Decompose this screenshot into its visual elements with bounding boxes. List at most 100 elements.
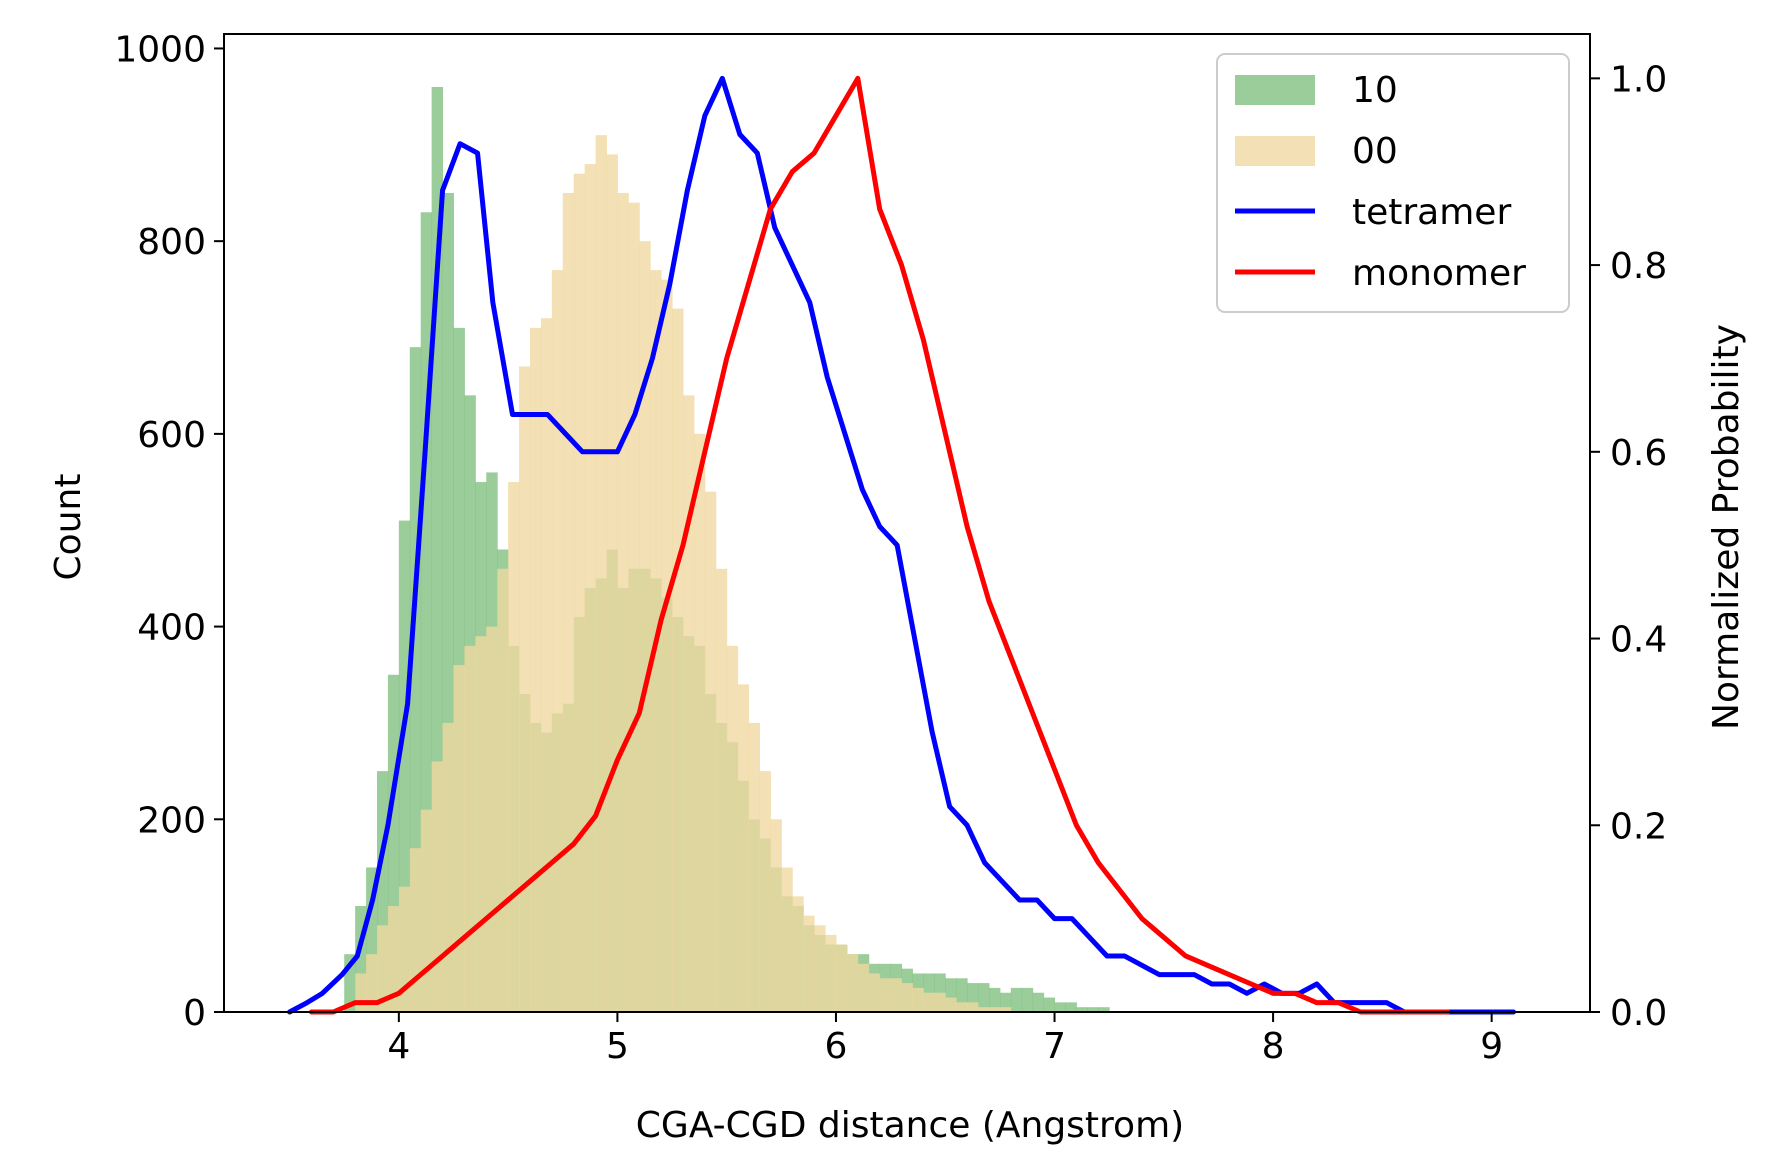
histogram-bar-00 — [497, 568, 509, 1012]
histogram-bar-00 — [923, 992, 935, 1012]
histogram-bar-00 — [606, 154, 618, 1012]
histogram-bar-00 — [792, 896, 804, 1012]
histogram-bar-00 — [945, 997, 957, 1012]
x-tick-label: 5 — [606, 1026, 629, 1067]
y2-tick-label: 0.0 — [1610, 993, 1667, 1034]
histogram-bar-10 — [387, 674, 400, 1012]
histogram-bar-10 — [1087, 1007, 1099, 1012]
histogram-bar-00 — [879, 978, 892, 1012]
y2-tick-label: 1.0 — [1610, 59, 1667, 100]
histogram-bar-10 — [431, 87, 444, 1012]
x-tick-label: 8 — [1262, 1026, 1285, 1067]
histogram-bar-10 — [420, 212, 433, 1012]
histogram-bar-10 — [1032, 992, 1045, 1012]
y-axis-ticks: 0 200 400 600 800 1000 — [114, 29, 224, 1034]
histogram-bars — [344, 87, 1110, 1013]
y-tick-label: 1000 — [114, 29, 206, 70]
histogram-bar-00 — [551, 270, 564, 1012]
histogram-bar-10 — [398, 520, 411, 1012]
histogram-bar-00 — [825, 934, 837, 1012]
histogram-bar-10 — [988, 987, 1001, 1012]
histogram-bar-00 — [672, 308, 684, 1012]
histogram-bar-00 — [562, 192, 575, 1013]
histogram-bar-00 — [901, 983, 913, 1012]
histogram-bar-00 — [693, 433, 706, 1012]
histogram-bar-00 — [573, 173, 586, 1012]
histogram-bar-10 — [1098, 1007, 1110, 1012]
histogram-bar-10 — [1054, 1002, 1066, 1012]
y2-tick-label: 0.2 — [1610, 806, 1667, 847]
histogram-bar-00 — [584, 164, 597, 1012]
legend-label-tetramer: tetramer — [1352, 192, 1511, 233]
y-axis-label: Count — [48, 474, 89, 581]
histogram-bar-00 — [956, 1002, 968, 1012]
histogram-bar-00 — [682, 395, 695, 1013]
x-tick-label: 4 — [387, 1026, 410, 1067]
histogram-bar-10 — [1076, 1007, 1088, 1012]
histogram-bar-00 — [409, 848, 422, 1012]
histogram-bar-10 — [355, 906, 367, 1012]
histogram-bar-10 — [1021, 987, 1034, 1012]
histogram-bar-00 — [639, 241, 651, 1012]
plot-frame — [223, 33, 1591, 1013]
histogram-bar-00 — [759, 771, 771, 1012]
x-tick-label: 9 — [1480, 1026, 1503, 1067]
histogram-bar-00 — [661, 279, 673, 1012]
legend-box — [1216, 53, 1570, 313]
histogram-bar-00 — [704, 491, 717, 1012]
histogram-bar-00 — [890, 978, 903, 1012]
histogram-bar-00 — [726, 645, 739, 1012]
histogram-bar-10 — [1010, 987, 1023, 1012]
y2-tick-label: 0.4 — [1610, 620, 1667, 661]
histogram-bar-10 — [956, 978, 968, 1012]
series-line-monomer — [308, 75, 1451, 1015]
histogram-bar-10 — [366, 867, 378, 1012]
histogram-bar-00 — [431, 761, 444, 1012]
y-tick-label: 800 — [137, 222, 206, 263]
histogram-bar-00 — [814, 925, 826, 1012]
histogram-bar-00 — [934, 992, 946, 1012]
histogram-bar-00 — [366, 954, 378, 1012]
histogram-bar-00 — [420, 809, 433, 1012]
histogram-bar-00 — [617, 192, 629, 1013]
histogram-bar-00 — [781, 867, 793, 1012]
histogram-bar-00 — [376, 925, 389, 1012]
histogram-bar-10 — [442, 192, 454, 1013]
histogram-bar-00 — [835, 944, 848, 1012]
legend: 10 00 tetramer monomer — [1216, 53, 1570, 313]
histogram-bar-00 — [912, 987, 924, 1012]
legend-swatch-10 — [1235, 75, 1315, 105]
histogram-bar-10 — [967, 983, 979, 1012]
x-tick-label: 7 — [1043, 1026, 1066, 1067]
y2-tick-label: 0.6 — [1610, 433, 1667, 474]
histogram-bar-10 — [1065, 1002, 1077, 1012]
histogram-bar-00 — [540, 318, 553, 1012]
histogram-bar-10 — [376, 771, 389, 1012]
histogram-bar-00 — [398, 886, 411, 1012]
legend-label-monomer: monomer — [1352, 253, 1526, 294]
line-series — [287, 75, 1516, 1015]
histogram-bar-00 — [595, 135, 607, 1013]
histogram-bar-00 — [442, 722, 454, 1012]
histogram-bar-10 — [978, 983, 990, 1012]
histogram-bar-00 — [355, 973, 367, 1012]
series-line-tetramer — [287, 75, 1516, 1015]
histogram-bar-00 — [508, 482, 520, 1012]
histogram-bar-00 — [967, 1002, 979, 1012]
x-axis-ticks: 4 5 6 7 8 9 — [387, 1012, 1503, 1067]
histogram-bar-00 — [737, 684, 750, 1012]
histogram-bar-00 — [628, 202, 640, 1012]
y-tick-label: 400 — [137, 608, 206, 649]
histogram-bar-10 — [344, 954, 356, 1012]
histogram-bar-00 — [857, 963, 870, 1012]
histogram-bar-00 — [803, 915, 815, 1012]
legend-label-00: 00 — [1352, 131, 1398, 172]
histogram-bar-10 — [945, 978, 957, 1012]
histogram-bar-00 — [770, 819, 782, 1012]
histogram-bar-00 — [868, 973, 881, 1012]
histogram-bar-00 — [988, 1007, 1001, 1012]
legend-label-10: 10 — [1352, 70, 1398, 111]
y2-tick-label: 0.8 — [1610, 246, 1667, 287]
y2-axis-label: Normalized Probability — [1706, 324, 1747, 730]
